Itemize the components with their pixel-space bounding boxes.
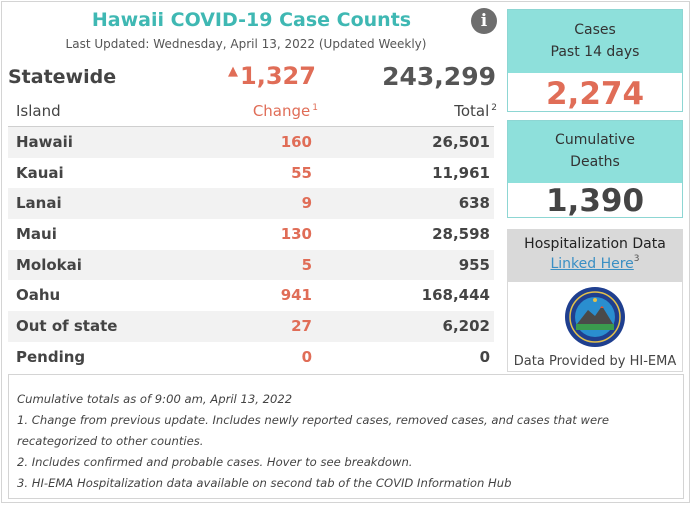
island-table: Hawaii 160 26,501 Kauai 55 11,961 Lanai 9 638 … — [8, 127, 494, 373]
table-row[interactable]: Molokai 5 955 — [8, 249, 494, 281]
cases-card-header: Cases Past 14 days — [508, 10, 682, 73]
column-header-total-label: Total — [454, 102, 490, 120]
row-total: 168,444 — [421, 286, 490, 305]
cases-card-line2: Past 14 days — [550, 44, 640, 60]
up-arrow-icon: ▲ — [228, 64, 238, 79]
note-cumulative: Cumulative totals as of 9:00 am, April 1… — [17, 392, 293, 406]
row-total: 6,202 — [442, 317, 490, 336]
statewide-change: ▲1,327 — [228, 62, 316, 90]
footnote-1-marker: 1 — [312, 103, 318, 113]
row-island: Maui — [16, 225, 57, 244]
column-header-change-label: Change — [252, 102, 311, 120]
row-island: Oahu — [16, 286, 61, 305]
dashboard-title: Hawaii COVID-19 Case Counts — [91, 9, 412, 31]
deaths-card-line1: Cumulative — [555, 132, 635, 148]
row-change: 0 — [301, 347, 312, 366]
row-island: Kauai — [16, 163, 64, 182]
info-icon[interactable]: i — [471, 8, 497, 34]
column-header-total: Total 2 — [380, 102, 497, 128]
cases-14-days-value: 2,274 — [545, 76, 645, 112]
footnotes-panel: Cumulative totals as of 9:00 am, April 1… — [8, 374, 684, 499]
table-row[interactable]: Pending 0 0 — [8, 342, 494, 373]
note-3: 3. HI-EMA Hospitalization data available… — [17, 476, 512, 490]
row-island: Lanai — [16, 194, 62, 213]
column-header-change: Change 1 — [200, 102, 318, 128]
row-change: 9 — [301, 194, 312, 213]
cumulative-deaths-card: Cumulative Deaths 1,390 — [507, 120, 683, 219]
note-1-continued: recategorized to other counties. — [17, 434, 204, 448]
row-change: 27 — [291, 317, 312, 336]
row-change: 160 — [280, 133, 312, 151]
row-change: 55 — [291, 163, 312, 182]
row-island: Pending — [16, 347, 86, 366]
last-updated: Last Updated: Wednesday, April 13, 2022 … — [65, 37, 427, 51]
table-row[interactable]: Out of state 27 6,202 — [8, 311, 494, 342]
data-provider: Data Provided by HI-EMA — [513, 354, 677, 369]
row-island: Out of state — [16, 317, 118, 336]
column-header-island: Island — [16, 102, 61, 120]
row-island: Molokai — [16, 255, 82, 274]
deaths-card-line2: Deaths — [570, 154, 620, 170]
row-total: 28,598 — [432, 225, 490, 244]
row-total: 11,961 — [432, 163, 490, 182]
statewide-total: 243,299 — [382, 62, 496, 91]
table-row[interactable]: Maui 130 28,598 — [8, 219, 494, 250]
row-total: 26,501 — [432, 133, 490, 151]
row-change: 130 — [280, 225, 312, 244]
hospitalization-header: Hospitalization Data Linked Here3 — [508, 230, 682, 282]
statewide-change-value: 1,327 — [240, 62, 316, 90]
hospitalization-link[interactable]: Linked Here — [550, 256, 634, 272]
row-change: 941 — [280, 286, 312, 305]
cases-card-line1: Cases — [574, 22, 616, 38]
hi-ema-seal-icon — [565, 287, 625, 347]
hospitalization-title: Hospitalization Data — [524, 236, 666, 252]
note-2: 2. Includes confirmed and probable cases… — [17, 455, 413, 469]
table-row[interactable]: Kauai 55 11,961 — [8, 158, 494, 189]
row-island: Hawaii — [16, 133, 73, 151]
row-total: 638 — [458, 194, 490, 213]
table-row[interactable]: Lanai 9 638 — [8, 188, 494, 220]
statewide-label: Statewide — [8, 66, 117, 88]
cumulative-deaths-value: 1,390 — [545, 183, 645, 219]
note-1: 1. Change from previous update. Includes… — [17, 413, 610, 427]
footnote-2-marker: 2 — [491, 103, 497, 113]
table-row[interactable]: Oahu 941 168,444 — [8, 280, 494, 311]
header-divider — [8, 126, 494, 127]
row-change: 5 — [301, 255, 312, 274]
row-total: 955 — [458, 255, 490, 274]
hospitalization-panel: Hospitalization Data Linked Here3 Data P… — [507, 229, 683, 372]
deaths-card-header: Cumulative Deaths — [508, 121, 682, 183]
hospitalization-link-wrap: Linked Here3 — [508, 252, 682, 272]
footnote-3-marker: 3 — [633, 254, 640, 264]
row-total: 0 — [479, 347, 490, 366]
table-row[interactable]: Hawaii 160 26,501 — [8, 127, 494, 158]
cases-14-days-card: Cases Past 14 days 2,274 — [507, 9, 683, 112]
